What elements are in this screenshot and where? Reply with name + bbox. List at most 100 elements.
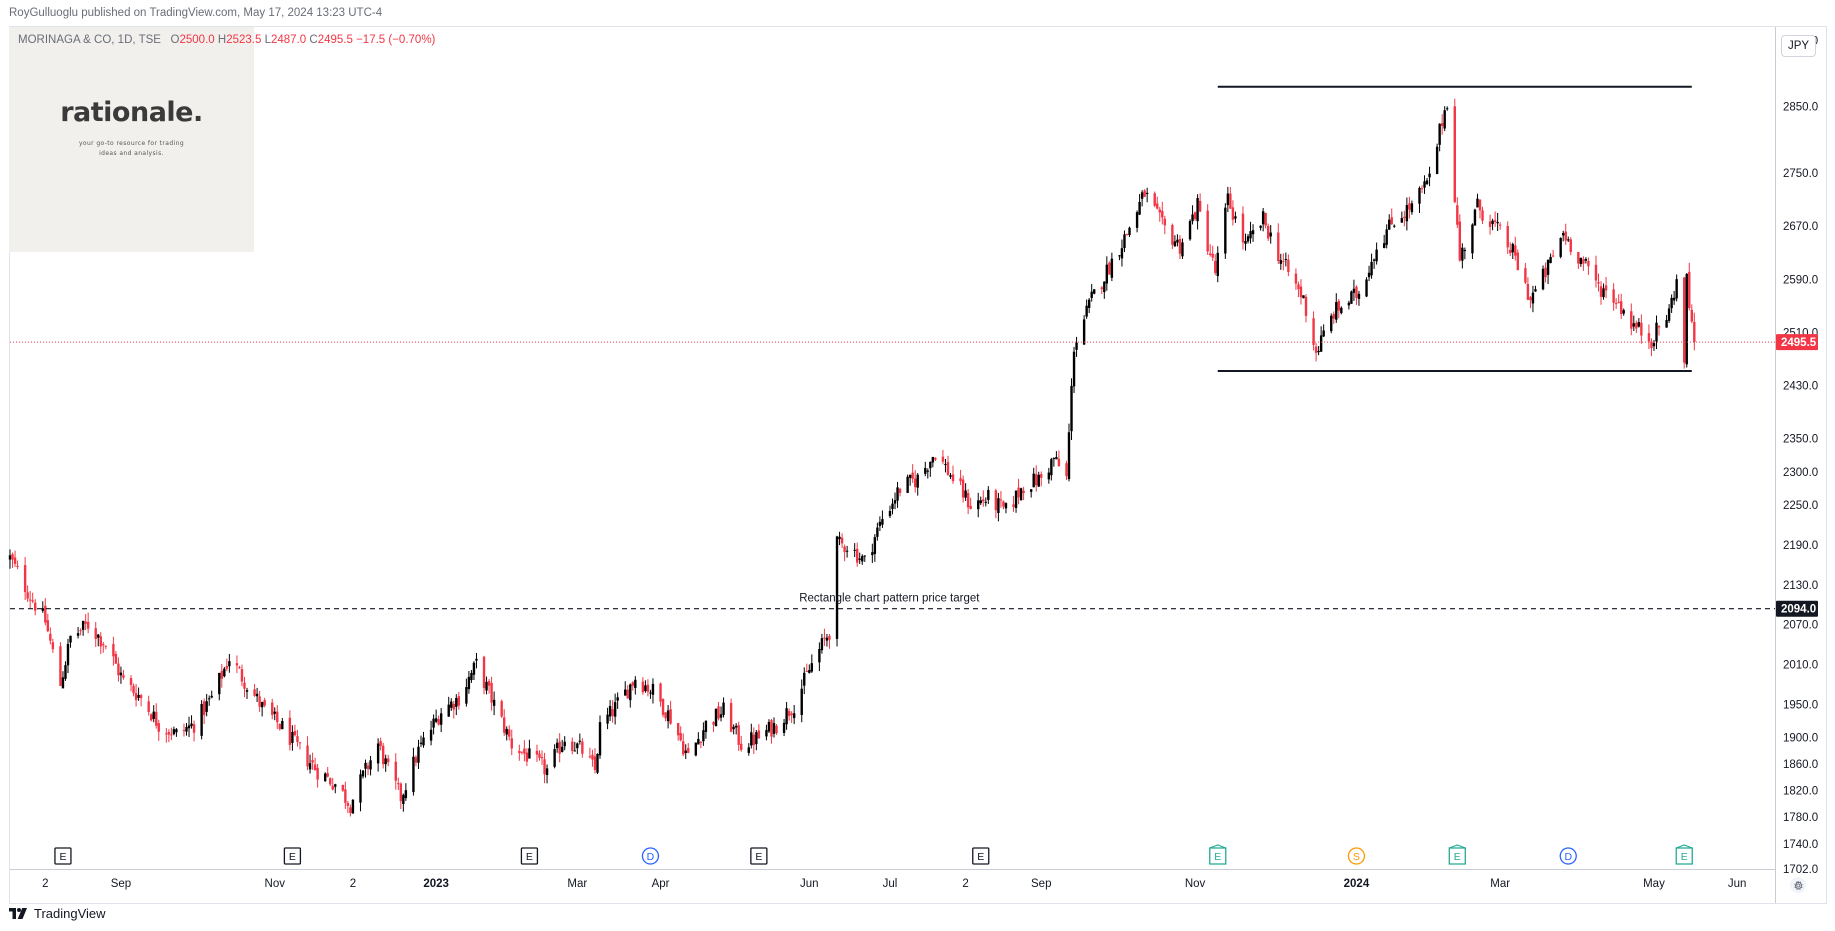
candle-body (613, 702, 617, 717)
gear-icon[interactable] (1789, 876, 1807, 894)
candle-body (616, 697, 619, 701)
candle-body (155, 711, 158, 726)
event-box (750, 847, 768, 865)
time-tick-label: Jun (1728, 878, 1747, 890)
candle-body (1382, 243, 1386, 248)
candle-body (588, 756, 592, 758)
candle-body (311, 760, 314, 763)
candle-body (64, 665, 67, 679)
event-marker-e[interactable]: E (54, 847, 72, 865)
candle-body (8, 555, 12, 560)
candle-body (893, 500, 897, 504)
candle-body (1032, 473, 1035, 488)
candle-body (803, 672, 806, 686)
candle-body (1438, 123, 1441, 145)
candle-body (525, 752, 529, 762)
candle-body (31, 600, 34, 602)
event-marker-e[interactable]: E (972, 847, 990, 865)
price-labels: 2495.5 2094.0 (1776, 334, 1818, 617)
candle-body (1108, 262, 1111, 275)
candle-body (1335, 302, 1338, 320)
candle-body (863, 555, 866, 557)
time-axis: 2 Sep Nov 2 2023 Mar Apr Jun Jul 2 Sep Nov 2024 Mar Ma… (42, 878, 1746, 890)
candle-body (1246, 236, 1250, 242)
candle-body (76, 633, 80, 636)
candle-body (1340, 307, 1343, 314)
candle-body (828, 635, 831, 640)
candle-body (152, 711, 155, 719)
time-tick-label: May (1643, 878, 1665, 890)
event-marker-e[interactable]: E (1209, 844, 1227, 865)
candle-body (28, 599, 32, 601)
candle-body (785, 708, 788, 725)
drawing-layer: Rectangle chart pattern price target (10, 85, 1775, 610)
candle-body (1400, 218, 1404, 223)
symbol-legend[interactable]: MORINAGA & CO, 1D, TSE O2500.0 H2523.5 L… (18, 34, 435, 46)
candle-body (1282, 261, 1285, 263)
price-tick-label: 2300.0 (1783, 467, 1818, 479)
candle-body (376, 743, 380, 764)
currency-button[interactable]: JPY (1781, 35, 1816, 57)
event-marker-e[interactable]: E (750, 847, 768, 865)
rationale-logo: rationale. your go-to resource for tradi… (9, 27, 254, 252)
candle-body (1529, 297, 1532, 301)
event-marker-d[interactable]: D (641, 847, 660, 865)
candle-body (1665, 320, 1668, 328)
candle-body (434, 718, 438, 722)
candle-body (417, 746, 420, 763)
candle-body (982, 499, 985, 502)
candle-body (966, 492, 970, 508)
candle-body (1456, 205, 1459, 225)
candle-body (651, 683, 655, 695)
candle-body (1408, 203, 1411, 210)
candle-body (1655, 322, 1658, 342)
candle-body (316, 767, 319, 780)
current-price-label: 2495.5 (1781, 337, 1817, 349)
candle-body (770, 720, 773, 737)
candle-body (666, 710, 670, 722)
candle-body (1498, 224, 1502, 226)
candle-body (452, 703, 455, 710)
candle-body (129, 678, 133, 685)
candle-body (1637, 322, 1641, 327)
event-marker-d[interactable]: D (1559, 847, 1577, 865)
candle-body (555, 742, 559, 749)
candle-body (553, 749, 556, 767)
event-box (1448, 847, 1466, 865)
event-marker-e[interactable]: E (283, 847, 302, 865)
tradingview-brand[interactable]: TradingView (9, 906, 106, 921)
event-marker-e[interactable]: E (1448, 844, 1466, 865)
candle-body (97, 634, 100, 638)
candle-body (684, 750, 687, 753)
candle-body (1241, 213, 1245, 243)
brand-name: TradingView (34, 906, 106, 921)
time-tick-label: 2023 (423, 878, 449, 890)
candle-body (1476, 198, 1479, 208)
candle-body (649, 692, 652, 694)
event-marker-e[interactable]: E (1675, 844, 1693, 865)
price-tick-label: 1702.0 (1783, 864, 1818, 876)
candle-body (608, 706, 612, 717)
candle-body (1488, 221, 1492, 227)
candle-body (1693, 321, 1696, 343)
close-value: 2495.5 (317, 34, 353, 46)
candle-body (1161, 210, 1164, 218)
candle-body (694, 742, 698, 756)
event-marker-e[interactable]: E (520, 847, 539, 865)
candle-body (679, 733, 682, 741)
event-marker-s[interactable]: S (1347, 847, 1366, 865)
candle-body (573, 750, 576, 752)
candle-body (520, 751, 524, 753)
logo-tagline: your go-to resource for trading ideas an… (78, 140, 185, 157)
candle-body (238, 667, 241, 669)
candle-body (1423, 181, 1426, 188)
candle-body (185, 727, 188, 732)
price-tick-label: 2590.0 (1783, 274, 1818, 286)
candle-body (485, 681, 488, 691)
candle-body (379, 741, 382, 747)
change-value: −17.5 (−0.70%) (356, 34, 436, 46)
candle-body (1496, 221, 1499, 224)
candle-body (402, 794, 405, 805)
